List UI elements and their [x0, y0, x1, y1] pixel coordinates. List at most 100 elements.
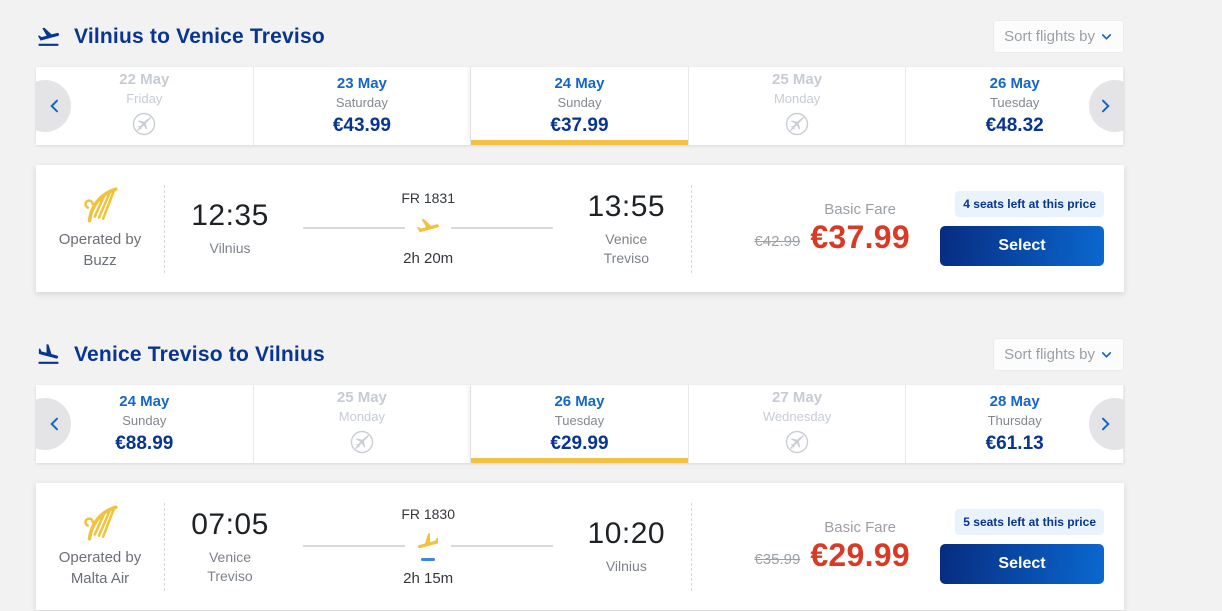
current-price: €37.99 [810, 219, 910, 255]
day-label: Tuesday [554, 413, 605, 428]
fare-type-label: Basic Fare [824, 201, 896, 218]
sort-flights-button[interactable]: Sort flights by [993, 338, 1124, 371]
date-cell: 27 May Wednesday [688, 385, 907, 463]
departure-block: 07:05 Venice Treviso [165, 508, 295, 586]
ryanair-harp-logo-icon [83, 505, 118, 541]
route-line-segment [303, 545, 406, 547]
departure-time: 12:35 [191, 199, 269, 233]
date-price: €29.99 [550, 433, 609, 454]
chevron-down-icon [1101, 352, 1112, 358]
date-price: €48.32 [985, 115, 1044, 136]
arrival-city: Vilnius [605, 558, 647, 575]
arrival-block: 13:55 Venice Treviso [561, 190, 691, 268]
chevron-left-icon [50, 99, 58, 113]
flight-duration: 2h 15m [403, 570, 454, 587]
flight-landing-icon [36, 342, 61, 367]
price-block: €42.99 Basic Fare €37.99 [692, 201, 936, 256]
action-block: 5 seats left at this price Select [936, 509, 1104, 584]
route-line-segment [451, 545, 554, 547]
date-cell-selected[interactable]: 26 May Tuesday €29.99 [471, 385, 689, 463]
outbound-flight-card: Operated by Buzz 12:35 Vilnius FR 1831 2… [36, 165, 1124, 292]
return-date-carousel: 24 May Sunday €88.99 25 May Monday 26 Ma… [36, 385, 1124, 463]
day-label: Tuesday [989, 95, 1040, 110]
seats-left-badge: 4 seats left at this price [955, 191, 1104, 217]
outbound-title: Vilnius to Venice Treviso [74, 24, 325, 48]
return-flight-card: Operated by Malta Air 07:05 Venice Trevi… [36, 483, 1124, 610]
operated-by-label: Operated by [58, 549, 142, 567]
select-flight-button[interactable]: Select [940, 226, 1104, 266]
day-label: Sunday [557, 95, 602, 110]
flight-duration: 2h 20m [403, 250, 454, 267]
date-label: 22 May [119, 71, 170, 88]
no-flight-icon [132, 112, 156, 141]
no-flight-icon [350, 430, 374, 459]
progress-dash [421, 558, 436, 561]
carousel-next-button[interactable] [1089, 80, 1124, 132]
divider [691, 184, 693, 273]
chevron-down-icon [1101, 34, 1112, 40]
departure-time: 07:05 [191, 507, 269, 541]
date-label: 26 May [989, 75, 1040, 92]
outbound-section-header: Vilnius to Venice Treviso Sort flights b… [36, 20, 1124, 53]
date-cell: 25 May Monday [253, 385, 472, 463]
select-flight-button[interactable]: Select [940, 544, 1104, 584]
date-cell[interactable]: 23 May Saturday €43.99 [253, 67, 472, 145]
date-price: €88.99 [115, 433, 174, 454]
date-price: €37.99 [550, 115, 609, 136]
ryanair-harp-logo-icon [83, 187, 118, 223]
day-label: Monday [773, 91, 821, 106]
carousel-next-button[interactable] [1089, 398, 1124, 450]
arrival-block: 10:20 Vilnius [561, 517, 691, 576]
arrival-time: 13:55 [587, 189, 666, 223]
date-label: 26 May [554, 393, 605, 410]
arrival-time: 10:20 [587, 517, 666, 551]
date-label: 28 May [989, 393, 1040, 410]
original-price: €35.99 [754, 551, 801, 568]
date-cell[interactable]: 26 May Tuesday €48.32 [906, 67, 1124, 145]
fare-type-label: Basic Fare [824, 519, 896, 536]
chevron-left-icon [50, 417, 58, 431]
departure-block: 12:35 Vilnius [165, 199, 295, 258]
no-flight-icon [785, 112, 809, 141]
action-block: 4 seats left at this price Select [936, 191, 1104, 266]
date-price: €61.13 [985, 433, 1044, 454]
day-label: Saturday [335, 95, 388, 110]
chevron-right-icon [1102, 417, 1110, 431]
operator-block: Operated by Malta Air [36, 504, 164, 589]
day-label: Wednesday [762, 409, 832, 424]
route-line-segment [303, 227, 406, 229]
date-cell[interactable]: 28 May Thursday €61.13 [906, 385, 1124, 463]
plane-takeoff-icon [415, 215, 441, 241]
divider [691, 502, 693, 591]
date-cell-selected[interactable]: 24 May Sunday €37.99 [471, 67, 689, 145]
operator-name: Malta Air [70, 569, 130, 587]
date-cell: 25 May Monday [688, 67, 907, 145]
current-price: €29.99 [810, 537, 910, 573]
date-label: 27 May [772, 389, 823, 406]
operator-block: Operated by Buzz [36, 186, 164, 271]
route-line-segment [451, 227, 554, 229]
flight-number: FR 1830 [401, 506, 456, 522]
flight-takeoff-icon [36, 24, 61, 49]
date-cell[interactable]: 24 May Sunday €88.99 [36, 385, 254, 463]
sort-flights-label: Sort flights by [1004, 346, 1095, 363]
day-label: Thursday [987, 413, 1042, 428]
date-label: 24 May [554, 75, 605, 92]
date-label: 24 May [119, 393, 170, 410]
sort-flights-button[interactable]: Sort flights by [993, 20, 1124, 53]
return-section-header: Venice Treviso to Vilnius Sort flights b… [36, 338, 1124, 371]
return-title: Venice Treviso to Vilnius [74, 342, 325, 366]
sort-flights-label: Sort flights by [1004, 28, 1095, 45]
outbound-date-carousel: 22 May Friday 23 May Saturday €43.99 24 … [36, 67, 1124, 145]
date-cell: 22 May Friday [36, 67, 254, 145]
day-label: Friday [126, 91, 163, 106]
date-price: €43.99 [332, 115, 391, 136]
date-label: 23 May [336, 75, 387, 92]
seats-left-badge: 5 seats left at this price [955, 509, 1104, 535]
day-label: Sunday [122, 413, 167, 428]
chevron-right-icon [1102, 99, 1110, 113]
route-block: FR 1831 2h 20m [295, 190, 561, 267]
departure-city: Venice Treviso [207, 548, 253, 584]
original-price: €42.99 [754, 233, 801, 250]
